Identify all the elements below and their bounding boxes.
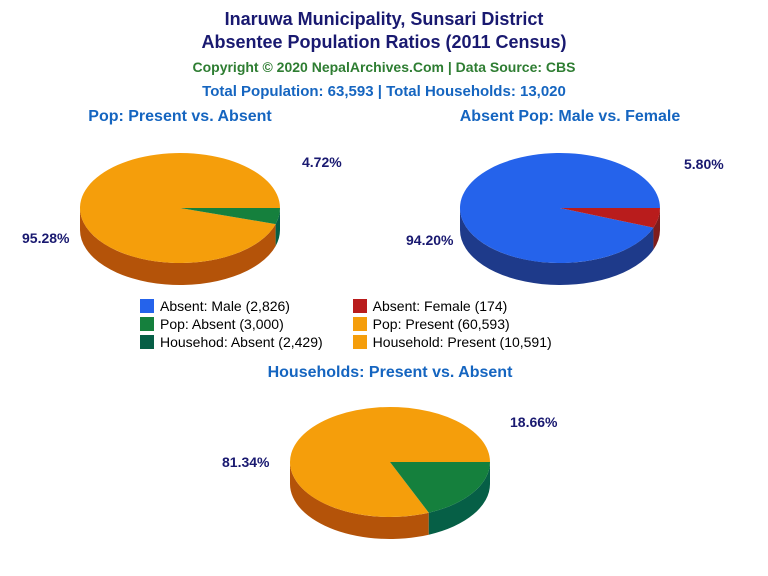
legend: Absent: Male (2,826) Absent: Female (174)… xyxy=(140,298,552,350)
legend-label: Absent: Male (2,826) xyxy=(160,298,290,314)
chart2-label-minor: 5.80% xyxy=(684,156,724,172)
chart3-label-minor: 18.66% xyxy=(510,414,557,430)
chart2-pie xyxy=(450,138,670,305)
chart1-label-minor: 4.72% xyxy=(302,154,342,170)
chart1-title: Pop: Present vs. Absent xyxy=(40,108,320,126)
legend-label: Pop: Present (60,593) xyxy=(373,316,510,332)
chart3-label-major: 81.34% xyxy=(222,454,269,470)
legend-swatch xyxy=(353,299,367,313)
legend-swatch xyxy=(353,335,367,349)
copyright-line: Copyright © 2020 NepalArchives.Com | Dat… xyxy=(0,59,768,75)
page-title: Inaruwa Municipality, Sunsari District A… xyxy=(0,0,768,55)
title-line2: Absentee Population Ratios (2011 Census) xyxy=(201,32,566,52)
legend-label: Pop: Absent (3,000) xyxy=(160,316,284,332)
chart2-title: Absent Pop: Male vs. Female xyxy=(410,108,730,126)
chart3-pie xyxy=(280,392,500,559)
legend-label: Household: Present (10,591) xyxy=(373,334,552,350)
legend-item: Household: Present (10,591) xyxy=(353,334,552,350)
legend-swatch xyxy=(140,317,154,331)
chart2-label-major: 94.20% xyxy=(406,232,453,248)
chart1-label-major: 95.28% xyxy=(22,230,69,246)
legend-item: Absent: Female (174) xyxy=(353,298,552,314)
legend-swatch xyxy=(140,335,154,349)
totals-line: Total Population: 63,593 | Total Househo… xyxy=(0,83,768,100)
legend-label: Absent: Female (174) xyxy=(373,298,508,314)
legend-item: Pop: Present (60,593) xyxy=(353,316,552,332)
title-line1: Inaruwa Municipality, Sunsari District xyxy=(225,9,544,29)
chart1-pie xyxy=(70,138,290,305)
legend-item: Pop: Absent (3,000) xyxy=(140,316,323,332)
legend-swatch xyxy=(140,299,154,313)
legend-item: Househod: Absent (2,429) xyxy=(140,334,323,350)
legend-item: Absent: Male (2,826) xyxy=(140,298,323,314)
chart3-title: Households: Present vs. Absent xyxy=(230,364,550,382)
legend-swatch xyxy=(353,317,367,331)
legend-label: Househod: Absent (2,429) xyxy=(160,334,323,350)
